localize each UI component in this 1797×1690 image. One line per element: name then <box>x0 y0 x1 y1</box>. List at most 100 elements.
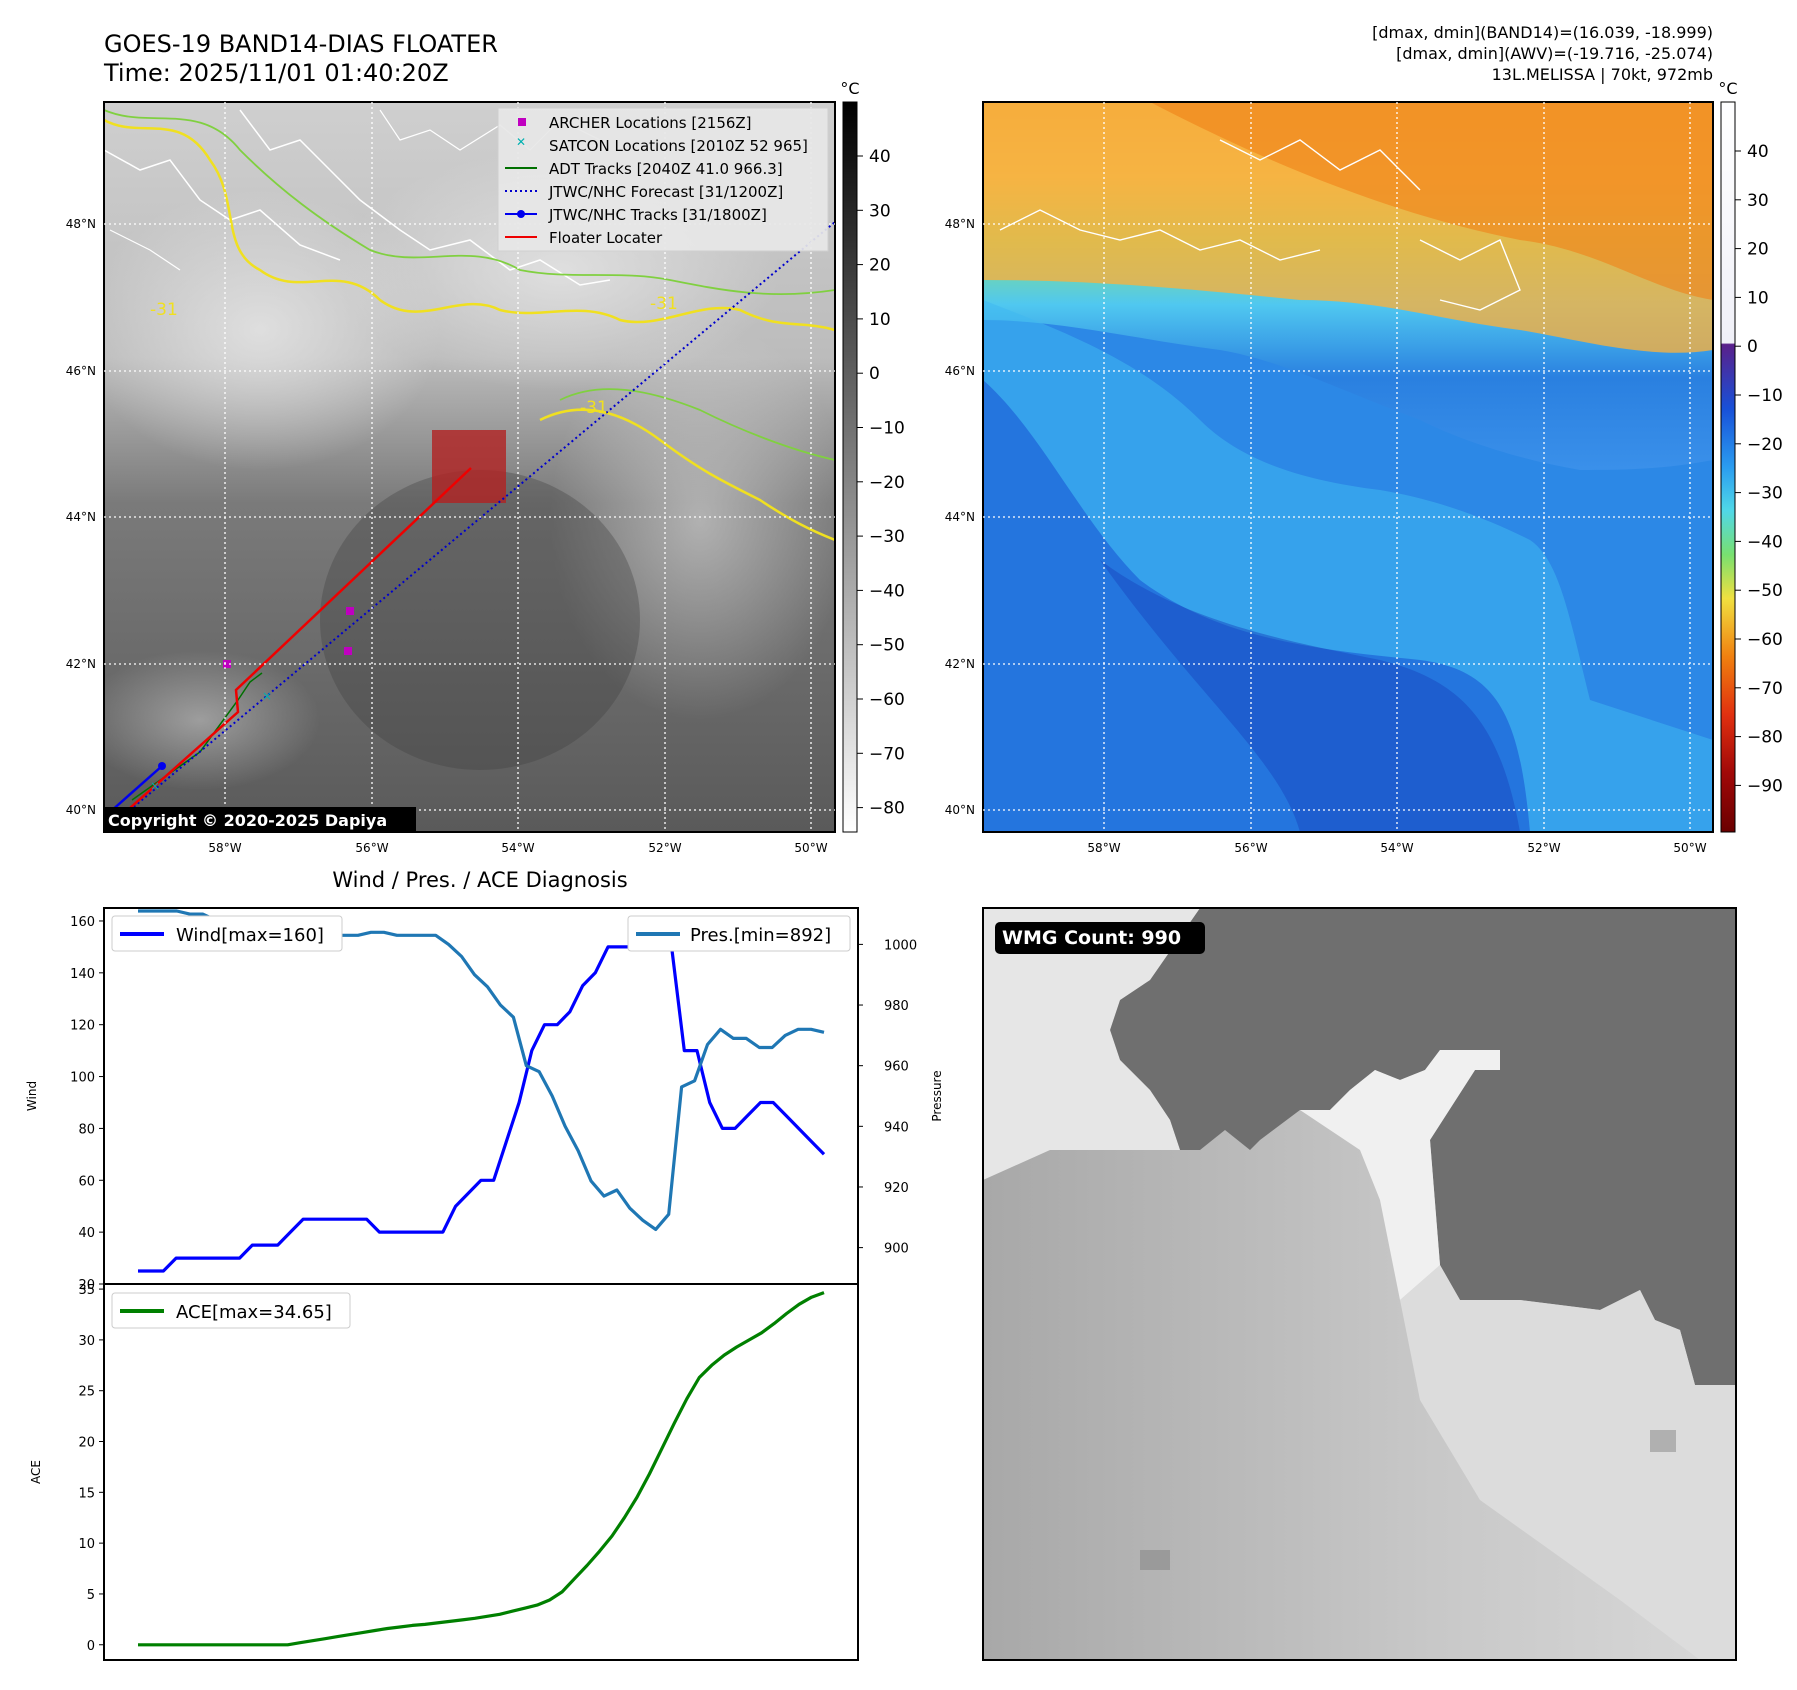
wmg-image <box>983 908 1736 1660</box>
wind-ytick-label: 160 <box>70 915 95 930</box>
lat-tick-label: 42°N <box>66 657 96 671</box>
ace-ytick-label: 35 <box>78 1283 95 1298</box>
colorbar-color-unit: °C <box>1718 79 1737 98</box>
pressure-ytick-label: 980 <box>884 999 909 1014</box>
wind-ytick-label: 140 <box>70 967 95 982</box>
pressure-axis-label: Pressure <box>930 1070 944 1121</box>
lon-tick-label: 54°W <box>1380 841 1413 855</box>
wmg-badge <box>995 922 1205 954</box>
colorbar-tick-label: −20 <box>1747 435 1783 455</box>
colorbar-tick-label: 0 <box>869 364 880 384</box>
ace-ytick-label: 15 <box>78 1486 95 1501</box>
wmg-frame <box>982 907 1737 1661</box>
colorbar-tick-label: −60 <box>1747 630 1783 650</box>
colorbar-tick-label: 10 <box>1747 288 1769 308</box>
colorbar-tick-label: −80 <box>1747 728 1783 748</box>
lat-tick-label: 48°N <box>945 217 975 231</box>
floater-box <box>432 430 506 503</box>
wind-ytick-label: 20 <box>78 1278 95 1293</box>
ace-ytick-label: 25 <box>78 1385 95 1400</box>
jtwc-forecast-line <box>129 221 835 811</box>
lon-tick-label: 50°W <box>794 841 827 855</box>
archer-point <box>223 660 231 668</box>
figure-time: Time: 2025/11/01 01:40:20Z <box>103 59 449 87</box>
wind-ytick-label: 60 <box>78 1174 95 1189</box>
colorbar-tick-label: −30 <box>869 527 905 547</box>
wind-axis-label: Wind <box>25 1081 39 1111</box>
wind-series-line <box>138 919 826 1273</box>
ace-ytick-label: 10 <box>78 1537 95 1552</box>
ace-chart-frame <box>103 1283 859 1661</box>
colorbar-tick-label: 20 <box>869 256 891 276</box>
pressure-ytick-label: 900 <box>884 1242 909 1257</box>
jtwc-track-point <box>158 762 166 770</box>
ace-legend: ACE[max=34.65] <box>111 1292 351 1329</box>
lat-tick-label: 40°N <box>945 803 975 817</box>
lat-tick-label: 42°N <box>945 657 975 671</box>
colorbar-color-ticks: 40 30 20 10 0 −10 −20 −30 −40 −50 −60 −70 −80 −90 <box>1735 142 1783 796</box>
colorbar-gray <box>842 101 858 833</box>
archer-point <box>344 647 352 655</box>
info-awv: [dmax, dmin](AWV)=(-19.716, -25.074) <box>1396 44 1713 63</box>
chart-title: Wind / Pres. / ACE Diagnosis <box>332 868 627 892</box>
colorbar-tick-label: 30 <box>869 201 891 221</box>
pressure-ytick-label: 940 <box>884 1120 909 1135</box>
map-awv-image <box>983 102 1713 832</box>
lon-tick-label: 56°W <box>1234 841 1267 855</box>
ace-ytick-label: 5 <box>87 1588 95 1603</box>
pressure-ytick-label: 1000 <box>884 938 917 953</box>
wind-ytick-label: 80 <box>78 1122 95 1137</box>
map-legend: ✕ ARCHER Locations [2156Z] SATCON Locati… <box>497 107 829 252</box>
legend-satcon-marker: ✕ <box>516 135 526 149</box>
figure-title: GOES-19 BAND14-DIAS FLOATER <box>104 30 498 58</box>
lon-tick-label: 52°W <box>1527 841 1560 855</box>
ace-series-line <box>138 1291 825 1647</box>
legend-floater: Floater Locater <box>549 229 663 247</box>
lon-tick-label: 58°W <box>208 841 241 855</box>
copyright-text: Copyright © 2020-2025 Dapiya <box>108 811 387 830</box>
pressure-legend-label: Pres.[min=892] <box>690 925 831 946</box>
lon-tick-label: 52°W <box>648 841 681 855</box>
satcon-point: × <box>150 779 160 793</box>
ace-ytick-label: 0 <box>87 1639 95 1654</box>
legend-adt: ADT Tracks [2040Z 41.0 966.3] <box>549 160 783 178</box>
wind-ytick-label: 100 <box>70 1071 95 1086</box>
map-ir-gridlines: 58°W 56°W 54°W 52°W 50°W 48°N 46°N 44°N 42°N 40°N <box>66 102 835 855</box>
legend-tracks: JTWC/NHC Tracks [31/1800Z] <box>548 206 767 224</box>
ace-chart: 0 5 10 15 20 25 30 35 <box>78 1283 825 1654</box>
lat-tick-label: 40°N <box>66 803 96 817</box>
lat-tick-label: 46°N <box>945 364 975 378</box>
colorbar-tick-label: 20 <box>1747 240 1769 260</box>
info-band14: [dmax, dmin](BAND14)=(16.039, -18.999) <box>1372 23 1713 42</box>
info-storm: 13L.MELISSA | 70kt, 972mb <box>1492 65 1713 84</box>
contour-label: -31 <box>650 294 678 314</box>
wind-ytick-label: 40 <box>78 1226 95 1241</box>
colorbar-tick-label: 10 <box>869 310 891 330</box>
colorbar-tick-label: 40 <box>869 147 891 167</box>
wind-legend: Wind[max=160] <box>111 915 343 952</box>
colorbar-tick-label: −60 <box>869 690 905 710</box>
legend-jtwc-marker <box>517 210 525 218</box>
pressure-ytick-label: 920 <box>884 1181 909 1196</box>
legend-forecast: JTWC/NHC Forecast [31/1200Z] <box>548 183 783 201</box>
ace-axis-label: ACE <box>29 1460 43 1484</box>
lon-tick-label: 58°W <box>1087 841 1120 855</box>
lat-tick-label: 44°N <box>945 510 975 524</box>
lon-tick-label: 54°W <box>501 841 534 855</box>
legend-archer-marker <box>518 118 526 126</box>
colorbar-tick-label: −70 <box>1747 679 1783 699</box>
lon-tick-label: 56°W <box>355 841 388 855</box>
lat-tick-label: 48°N <box>66 217 96 231</box>
colorbar-tick-label: −10 <box>869 419 905 439</box>
pressure-legend: Pres.[min=892] <box>627 915 851 952</box>
ace-legend-label: ACE[max=34.65] <box>176 1302 332 1323</box>
wind-ytick-label: 120 <box>70 1019 95 1034</box>
contour-label-2: -31 <box>150 300 178 320</box>
colorbar-tick-label: −40 <box>869 581 905 601</box>
jtwc-track <box>109 765 163 813</box>
colorbar-tick-label: −70 <box>869 744 905 764</box>
floater-locater-line <box>129 467 472 809</box>
pressure-ytick-label: 960 <box>884 1060 909 1075</box>
colorbar-tick-label: −50 <box>1747 581 1783 601</box>
